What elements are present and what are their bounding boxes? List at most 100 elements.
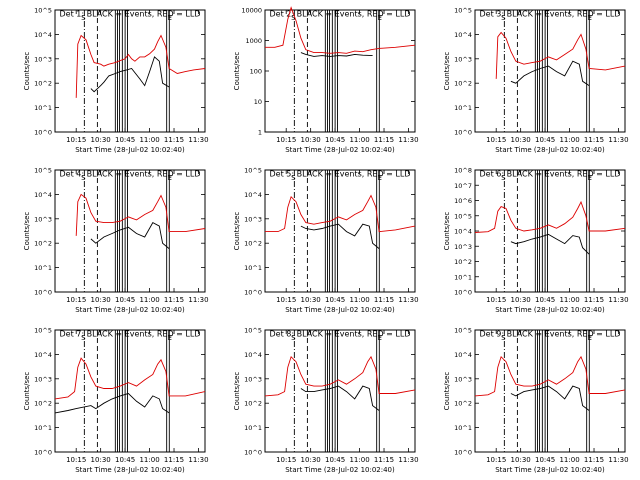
series-lld [265, 194, 416, 233]
marker-end: E [588, 14, 592, 22]
y-tick-label: 10^2 [244, 240, 262, 248]
marker-start: S [81, 334, 86, 342]
y-tick-label: 10^4 [454, 228, 472, 236]
x-tick-label: 11:30 [608, 296, 628, 304]
series-events [300, 52, 373, 57]
x-axis-label: Start Time (28-Jul-02 10:02:40) [285, 466, 395, 474]
chart-panel-5: Det 5: BLACK = Events, RED = LLD 10^0 10^1… [233, 167, 419, 315]
marker-start: S [81, 174, 86, 182]
x-tick-label: 11:30 [398, 136, 418, 144]
y-tick-label: 10^3 [34, 375, 52, 383]
y-tick-label: 10^5 [34, 327, 52, 335]
y-tick-label: 10^3 [34, 215, 52, 223]
marker-end: E [378, 14, 382, 22]
chart-panel-1: Det 1: BLACK = Events, RED = LLD 10^0 10^1… [23, 7, 209, 155]
marker-end: E [168, 14, 172, 22]
x-tick-label: 10:15 [276, 456, 296, 464]
y-tick-label: 10^0 [454, 449, 472, 457]
x-tick-label: 11:00 [139, 456, 159, 464]
y-tick-label: 10000 [241, 7, 262, 15]
y-tick-label: 10^5 [244, 327, 262, 335]
marker-end: E [378, 174, 382, 182]
plot-frame [54, 169, 206, 293]
series-lld [75, 193, 206, 236]
plot-frame [54, 329, 206, 453]
x-tick-label: 11:15 [164, 136, 184, 144]
x-tick-label: 11:15 [164, 296, 184, 304]
y-tick-label: 10^8 [454, 167, 472, 175]
y-tick-label: 10^0 [34, 129, 52, 137]
marker-start: S [81, 14, 86, 22]
chart-title: Det 5: BLACK = Events, RED = LLD [270, 170, 411, 179]
y-axis-label: Counts/sec [233, 52, 241, 91]
x-tick-label: 11:00 [559, 296, 579, 304]
series-events [510, 60, 590, 86]
x-tick-label: 11:00 [349, 456, 369, 464]
x-tick-label: 10:15 [66, 456, 86, 464]
y-axis-label: Counts/sec [23, 52, 31, 91]
series-lld [54, 357, 206, 400]
marker-start: S [291, 334, 296, 342]
x-tick-label: 10:30 [511, 136, 531, 144]
y-tick-label: 10^1 [454, 424, 472, 432]
y-tick-label: 1 [258, 129, 262, 137]
marker-end: E [168, 334, 172, 342]
y-tick-label: 10^3 [454, 375, 472, 383]
x-tick-label: 11:00 [139, 296, 159, 304]
y-tick-label: 10^5 [454, 7, 472, 15]
x-axis-label: Start Time (28-Jul-02 10:02:40) [285, 146, 395, 154]
plot-frame [264, 169, 416, 293]
y-tick-label: 10^5 [244, 167, 262, 175]
chart-title: Det 2: BLACK = Events, RED = LLD [270, 10, 411, 19]
x-tick-label: 10:45 [535, 296, 555, 304]
series-events [300, 385, 380, 411]
x-axis-label: Start Time (28-Jul-02 10:02:40) [75, 306, 185, 314]
x-tick-label: 10:45 [325, 296, 345, 304]
y-tick-label: 10^4 [454, 31, 472, 39]
y-tick-label: 10^3 [244, 215, 262, 223]
y-tick-label: 10^4 [454, 351, 472, 359]
x-tick-label: 10:30 [91, 296, 111, 304]
x-tick-label: 10:45 [115, 136, 135, 144]
x-tick-label: 10:15 [66, 136, 86, 144]
marker-end: E [168, 174, 172, 182]
marker-start: S [291, 174, 296, 182]
series-lld [474, 200, 626, 233]
y-tick-label: 10^5 [34, 167, 52, 175]
y-axis-label: Counts/sec [233, 372, 241, 411]
y-tick-label: 10^0 [244, 449, 262, 457]
x-tick-label: 10:30 [301, 136, 321, 144]
x-axis-label: Start Time (28-Jul-02 10:02:40) [495, 306, 605, 314]
chart-panel-6: Det 6: BLACK = Events, RED = LLD 10^0 10^1… [443, 167, 629, 315]
y-tick-label: 10^4 [244, 191, 262, 199]
chart-title: Det 9: BLACK = Events, RED = LLD [480, 330, 621, 339]
plot-frame [264, 329, 416, 453]
y-tick-label: 10^1 [454, 273, 472, 281]
x-tick-label: 11:00 [139, 136, 159, 144]
chart-panel-4: Det 4: BLACK = Events, RED = LLD 10^0 10^1… [23, 167, 209, 315]
x-tick-label: 10:15 [486, 136, 506, 144]
y-tick-label: 1000 [245, 37, 262, 45]
chart-title: Det 8: BLACK = Events, RED = LLD [270, 330, 411, 339]
series-events [510, 385, 590, 411]
chart-title: Det 4: BLACK = Events, RED = LLD [60, 170, 201, 179]
chart-panel-9: Det 9: BLACK = Events, RED = LLD 10^0 10^1… [443, 327, 629, 475]
series-events [90, 56, 170, 93]
plot-frame [474, 9, 626, 133]
y-axis-label: Counts/sec [23, 372, 31, 411]
x-tick-label: 10:45 [115, 296, 135, 304]
x-axis-label: Start Time (28-Jul-02 10:02:40) [495, 466, 605, 474]
series-lld [265, 6, 416, 54]
x-axis-label: Start Time (28-Jul-02 10:02:40) [285, 306, 395, 314]
x-tick-label: 10:45 [535, 456, 555, 464]
x-tick-label: 11:00 [559, 456, 579, 464]
x-tick-label: 11:15 [584, 296, 604, 304]
y-tick-label: 10^1 [34, 264, 52, 272]
x-tick-label: 11:30 [188, 296, 208, 304]
y-tick-label: 10^6 [454, 197, 472, 205]
y-tick-label: 10^0 [244, 289, 262, 297]
y-tick-label: 10^0 [34, 449, 52, 457]
y-tick-label: 10^4 [34, 351, 52, 359]
x-axis-label: Start Time (28-Jul-02 10:02:40) [75, 466, 185, 474]
